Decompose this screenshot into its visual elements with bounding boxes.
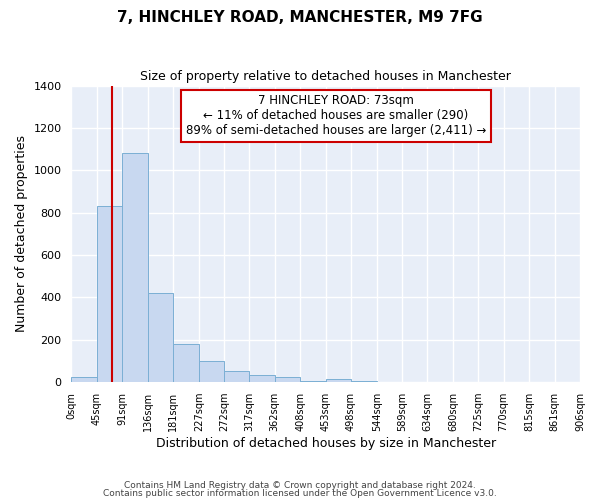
Title: Size of property relative to detached houses in Manchester: Size of property relative to detached ho… xyxy=(140,70,511,83)
Bar xyxy=(351,381,377,382)
Y-axis label: Number of detached properties: Number of detached properties xyxy=(15,136,28,332)
Bar xyxy=(173,344,199,382)
Text: 7 HINCHLEY ROAD: 73sqm
← 11% of detached houses are smaller (290)
89% of semi-de: 7 HINCHLEY ROAD: 73sqm ← 11% of detached… xyxy=(185,94,486,138)
Text: 7, HINCHLEY ROAD, MANCHESTER, M9 7FG: 7, HINCHLEY ROAD, MANCHESTER, M9 7FG xyxy=(117,10,483,25)
Bar xyxy=(301,381,326,382)
Bar xyxy=(71,377,97,382)
Bar xyxy=(250,375,275,382)
X-axis label: Distribution of detached houses by size in Manchester: Distribution of detached houses by size … xyxy=(155,437,496,450)
Bar xyxy=(224,370,250,382)
Bar xyxy=(275,377,301,382)
Bar xyxy=(122,154,148,382)
Bar xyxy=(326,379,351,382)
Bar xyxy=(199,361,224,382)
Text: Contains HM Land Registry data © Crown copyright and database right 2024.: Contains HM Land Registry data © Crown c… xyxy=(124,481,476,490)
Bar xyxy=(148,293,173,382)
Text: Contains public sector information licensed under the Open Government Licence v3: Contains public sector information licen… xyxy=(103,488,497,498)
Bar xyxy=(97,206,122,382)
